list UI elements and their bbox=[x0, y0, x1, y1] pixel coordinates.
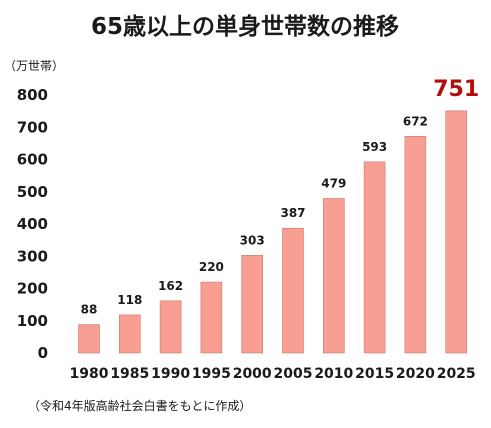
bar bbox=[119, 314, 141, 354]
y-tick-label: 0 bbox=[38, 344, 48, 362]
chart-title: 65歳以上の単身世帯数の推移 bbox=[91, 13, 399, 40]
value-label: 593 bbox=[362, 140, 387, 154]
value-label: 672 bbox=[403, 114, 428, 128]
x-axis-ticks: 1980 1985 1990 1995 2000 2005 2010 2015 2020 2025 bbox=[70, 366, 476, 382]
value-label: 220 bbox=[199, 260, 224, 274]
bar bbox=[200, 281, 223, 354]
value-label: 303 bbox=[240, 233, 265, 247]
value-labels: 88 118 162 220 303 387 479 593 672 751 bbox=[81, 77, 480, 317]
x-tick-label: 2005 bbox=[274, 366, 313, 382]
value-label: 118 bbox=[117, 293, 142, 307]
bar bbox=[282, 227, 304, 354]
x-tick-label: 2010 bbox=[314, 366, 353, 382]
y-tick-label: 500 bbox=[17, 183, 48, 201]
x-tick-label: 2015 bbox=[355, 366, 394, 382]
value-label: 387 bbox=[280, 206, 305, 220]
y-axis-unit-label: （万世帯） bbox=[4, 59, 64, 73]
bars bbox=[78, 110, 468, 354]
y-tick-label: 800 bbox=[17, 86, 48, 104]
x-tick-label: 2020 bbox=[396, 366, 435, 382]
y-tick-label: 100 bbox=[17, 312, 48, 330]
value-label: 88 bbox=[81, 303, 98, 317]
x-tick-label: 1990 bbox=[151, 366, 190, 382]
y-tick-label: 200 bbox=[17, 280, 48, 298]
bar bbox=[322, 198, 345, 354]
y-tick-label: 600 bbox=[17, 151, 48, 169]
x-tick-label: 1980 bbox=[70, 366, 109, 382]
bar bbox=[241, 255, 263, 354]
value-label: 162 bbox=[158, 279, 183, 293]
x-tick-label: 2000 bbox=[233, 366, 272, 382]
y-tick-label: 400 bbox=[17, 215, 48, 233]
bar bbox=[363, 161, 386, 354]
y-axis-ticks: 0 100 200 300 400 500 600 700 800 bbox=[17, 86, 48, 362]
x-tick-label: 1985 bbox=[110, 366, 149, 382]
value-label: 479 bbox=[321, 177, 346, 191]
bar bbox=[445, 110, 468, 354]
bar bbox=[404, 136, 427, 354]
source-note: （令和4年版高齢社会白書をもとに作成） bbox=[28, 398, 251, 413]
x-tick-label: 1995 bbox=[192, 366, 231, 382]
bar bbox=[159, 300, 182, 354]
bar bbox=[78, 324, 100, 354]
y-tick-label: 700 bbox=[17, 118, 48, 136]
x-tick-label: 2025 bbox=[437, 366, 476, 382]
y-tick-label: 300 bbox=[17, 247, 48, 265]
value-label-highlight: 751 bbox=[433, 77, 479, 102]
